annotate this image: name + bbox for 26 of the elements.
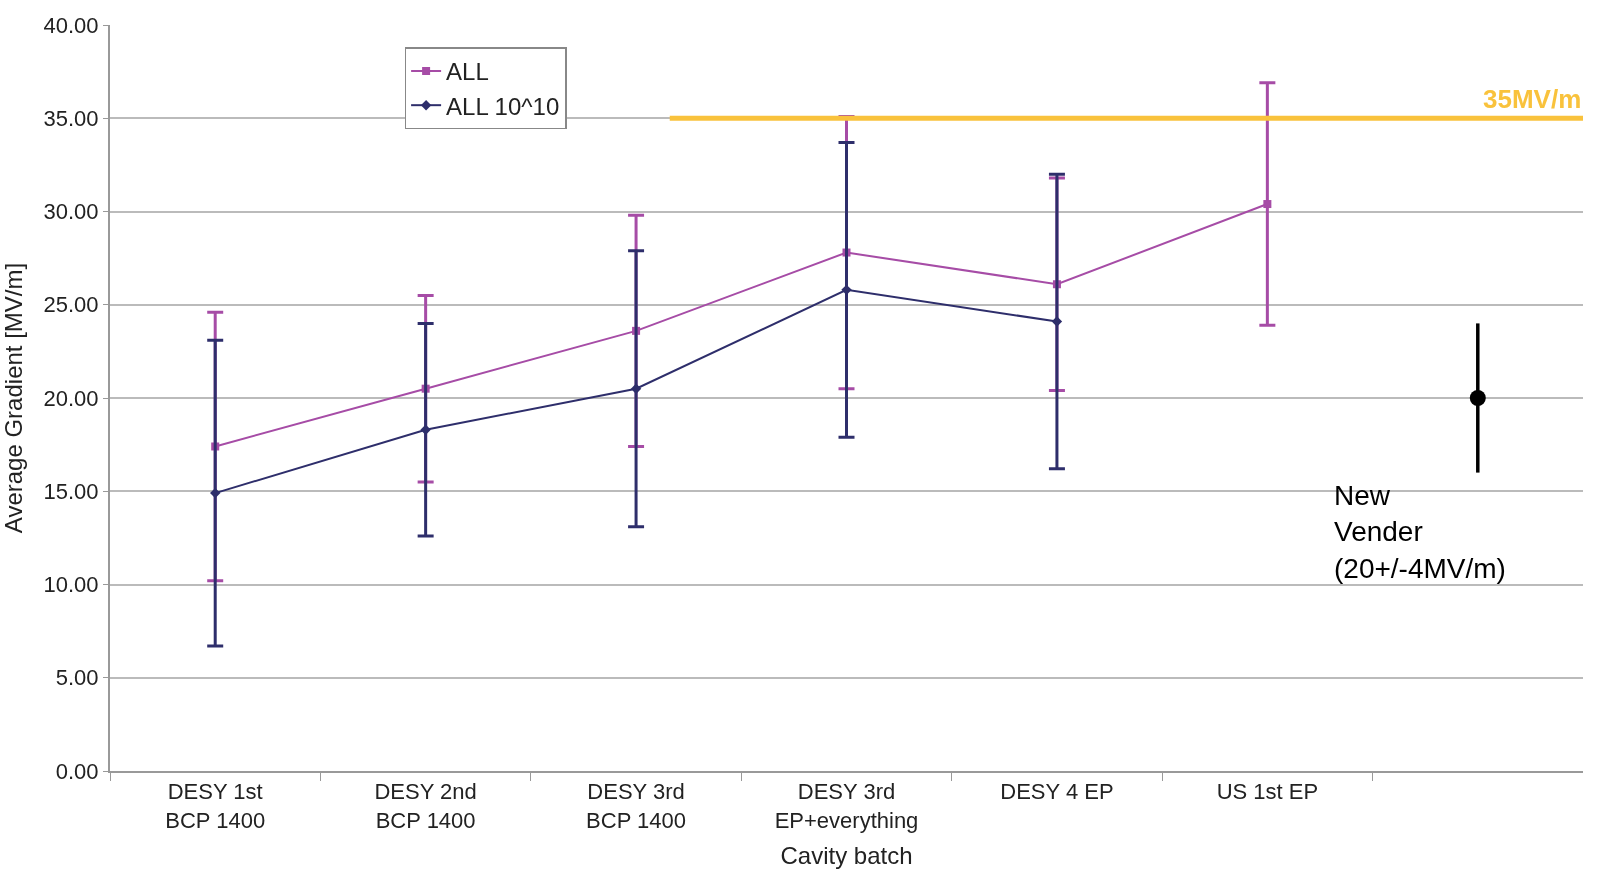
y-tick-label: 0.00 <box>55 758 99 784</box>
x-tick-label: DESY 1st BCP 1400 <box>165 779 266 833</box>
legend-label: ALL 10^10 <box>446 92 560 120</box>
annotation: New Vender (20+/-4MV/m) <box>1334 480 1506 584</box>
point <box>1469 390 1486 406</box>
y-tick-label: 35.00 <box>43 105 99 131</box>
y-tick-label: 30.00 <box>43 199 99 225</box>
x-tick-label: DESY 3rd EP+everything <box>774 779 919 833</box>
y-axis-title: Average Gradient [MV/m] <box>0 262 27 534</box>
x-tick-label: DESY 2nd BCP 1400 <box>374 779 477 833</box>
legend-label: ALL <box>446 58 489 86</box>
x-axis-title: Cavity batch <box>780 841 913 869</box>
y-tick-label: 25.00 <box>43 292 99 318</box>
y-tick-label: 15.00 <box>43 478 99 504</box>
x-tick-label: DESY 3rd BCP 1400 <box>586 779 687 833</box>
y-tick-label: 10.00 <box>43 572 99 598</box>
y-tick-label: 40.00 <box>43 12 99 38</box>
y-tick-label: 20.00 <box>43 385 99 411</box>
point <box>630 383 642 394</box>
x-tick-label: DESY 4 EP <box>1000 779 1114 805</box>
y-tick-label: 5.00 <box>55 665 99 691</box>
point <box>1263 200 1272 209</box>
point <box>1051 316 1063 327</box>
point <box>420 424 431 435</box>
ref-line-label: 35MV/m <box>1483 84 1582 114</box>
x-tick-label: US 1st EP <box>1216 779 1319 805</box>
